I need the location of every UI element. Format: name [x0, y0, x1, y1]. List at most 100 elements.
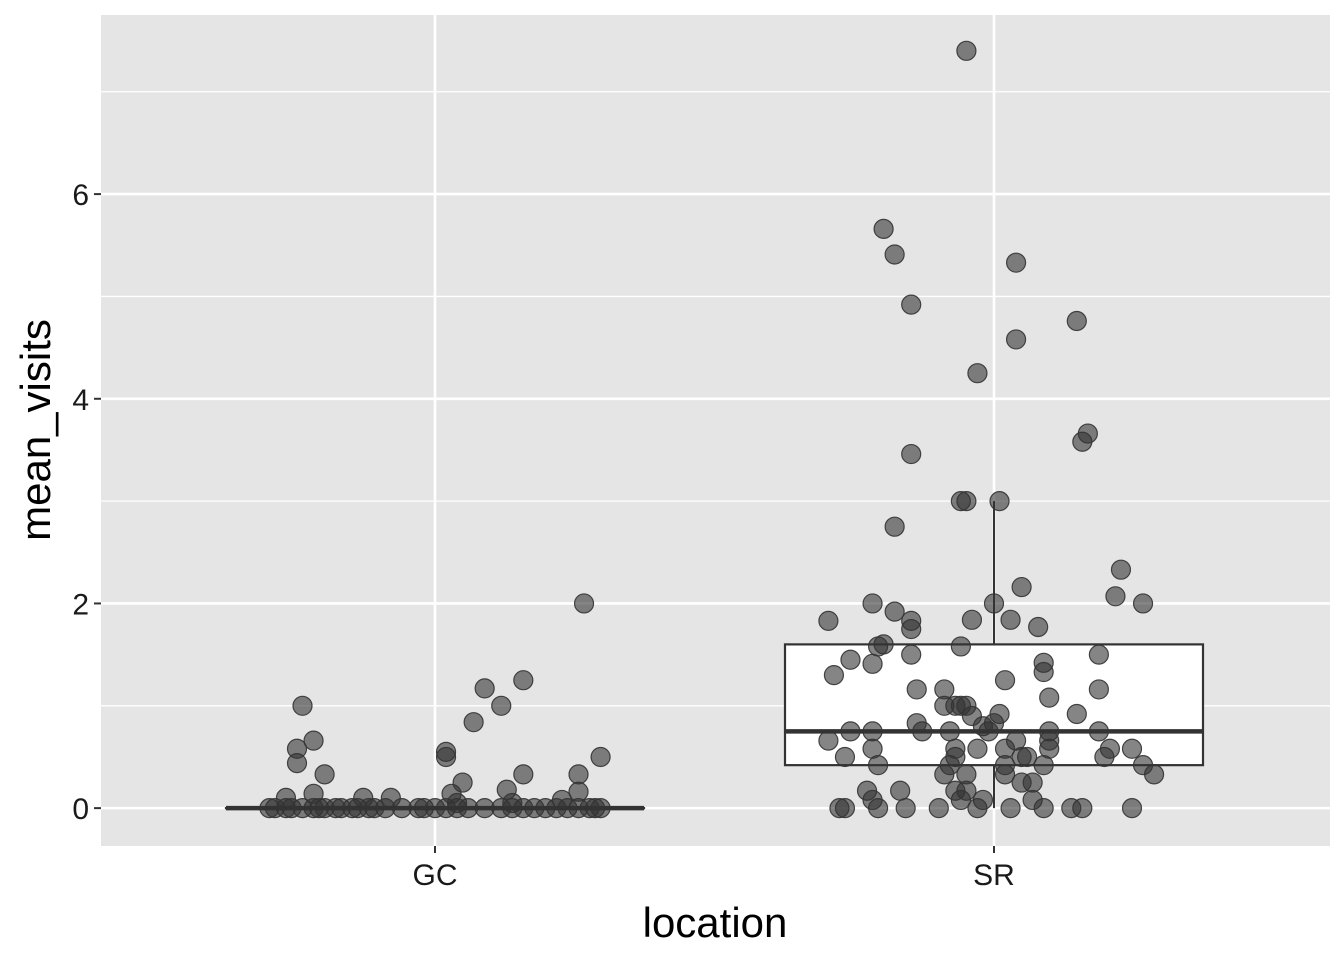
data-point-sr [967, 798, 988, 819]
data-point-gc [275, 787, 297, 809]
data-point-sr [884, 601, 905, 622]
data-point-sr [1110, 559, 1132, 580]
x-axis: GC SR [413, 846, 1015, 892]
data-points [259, 40, 1165, 819]
data-point-sr [1017, 746, 1038, 768]
data-point-sr [895, 798, 916, 819]
data-point-gc [474, 678, 495, 699]
data-point-gc [573, 593, 595, 614]
data-point-gc [353, 787, 374, 809]
data-point-sr [818, 610, 839, 631]
data-point-sr [901, 618, 922, 640]
data-point-sr [967, 738, 988, 759]
data-point-sr [1039, 687, 1060, 708]
data-point-gc [513, 764, 534, 785]
data-point-gc [303, 730, 324, 751]
data-point-sr [1066, 310, 1087, 332]
data-point-gc [590, 798, 611, 819]
data-point-sr [1033, 661, 1054, 683]
data-point-sr [867, 636, 889, 657]
data-point-sr [1011, 772, 1032, 793]
data-point-gc [303, 783, 324, 804]
data-point-sr [901, 644, 922, 665]
data-point-sr [1121, 738, 1143, 759]
data-point-gc [491, 695, 512, 716]
y-tick-label: 4 [72, 384, 89, 417]
y-tick-label: 0 [72, 793, 89, 826]
data-point-sr [873, 218, 894, 239]
data-point-sr [1000, 609, 1021, 630]
data-point-sr [928, 798, 949, 819]
data-point-gc [502, 792, 523, 814]
y-tick-label: 2 [72, 588, 89, 621]
data-point-sr [950, 636, 971, 657]
data-point-sr [1088, 644, 1109, 665]
data-point-sr [906, 679, 927, 700]
data-point-sr [967, 363, 988, 384]
y-tick-label: 6 [72, 179, 89, 212]
data-point-sr [912, 721, 933, 742]
data-point-sr [890, 780, 911, 801]
data-point-sr [818, 730, 839, 751]
data-point-sr [1000, 798, 1021, 819]
data-point-sr [834, 746, 856, 768]
data-point-sr [901, 443, 922, 465]
data-point-sr [901, 294, 922, 315]
data-point-gc [286, 753, 308, 774]
data-point-gc [568, 781, 589, 802]
data-point-sr [994, 670, 1016, 691]
data-point-sr [1005, 329, 1027, 350]
data-point-sr [867, 798, 889, 819]
x-tick-label: SR [973, 859, 1015, 892]
data-point-gc [590, 746, 611, 768]
data-point-sr [1072, 798, 1093, 819]
data-point-sr [961, 609, 983, 630]
data-point-gc [380, 787, 401, 809]
data-point-sr [1072, 431, 1093, 452]
data-point-sr [840, 649, 861, 670]
data-point-sr [1011, 576, 1032, 598]
data-point-sr [950, 789, 971, 811]
y-axis-title: mean_visits [12, 319, 59, 541]
data-point-sr [1033, 755, 1054, 776]
data-point-sr [1088, 721, 1109, 742]
data-point-sr [978, 721, 999, 742]
data-point-sr [1028, 616, 1049, 638]
data-point-sr [989, 491, 1010, 512]
data-point-sr [950, 491, 971, 512]
data-point-gc [463, 712, 484, 733]
data-point-sr [939, 721, 960, 742]
data-point-sr [934, 764, 955, 785]
data-point-gc [435, 746, 457, 768]
data-point-sr [1088, 679, 1109, 700]
data-point-sr [1094, 746, 1115, 768]
data-point-sr [1121, 798, 1143, 819]
data-point-gc [551, 789, 573, 811]
y-axis: 0 2 4 6 [72, 179, 101, 826]
data-point-sr [884, 516, 905, 537]
data-point-sr [862, 593, 883, 614]
data-point-sr [1066, 703, 1087, 725]
x-tick-label: GC [413, 859, 458, 892]
data-point-sr [867, 755, 889, 776]
data-point-sr [983, 593, 1005, 614]
data-point-gc [446, 792, 468, 814]
data-point-sr [834, 798, 856, 819]
data-point-gc [314, 764, 335, 785]
data-point-gc [568, 764, 589, 785]
data-point-gc [513, 670, 534, 691]
data-point-sr [1033, 798, 1054, 819]
data-point-sr [1143, 764, 1165, 785]
data-point-sr [994, 764, 1016, 785]
data-point-sr [823, 664, 845, 686]
data-point-sr [862, 653, 883, 674]
data-point-gc [292, 695, 313, 716]
data-point-sr [1105, 586, 1126, 607]
data-point-sr [1132, 593, 1154, 614]
data-point-sr [884, 244, 905, 265]
data-point-sr [862, 721, 883, 742]
data-point-sr [956, 40, 977, 61]
data-point-sr [1005, 252, 1027, 273]
x-axis-title: location [643, 899, 788, 946]
